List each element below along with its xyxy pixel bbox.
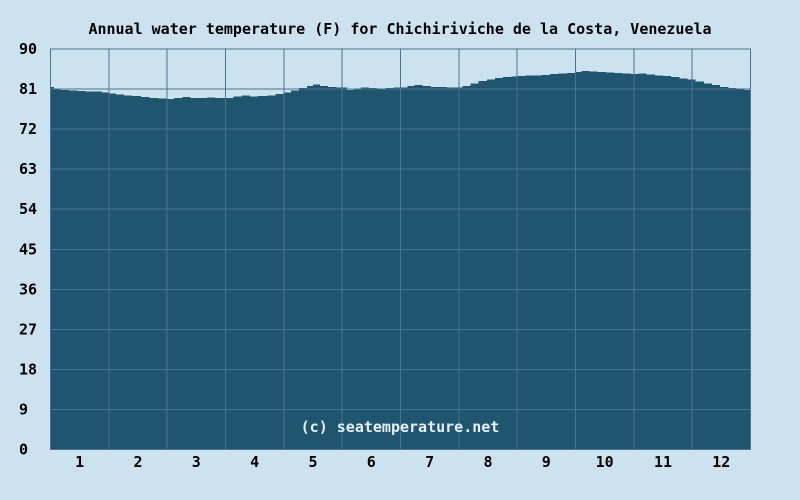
y-axis-labels: 0 9 18 27 36 45 54 63 72 81 90 <box>19 40 37 459</box>
chart-title: Annual water temperature (F) for Chichir… <box>88 20 711 38</box>
y-tick-label: 90 <box>19 40 37 58</box>
x-tick-label: 10 <box>596 453 614 471</box>
x-tick-label: 9 <box>542 453 551 471</box>
y-tick-label: 36 <box>19 280 37 298</box>
x-tick-label: 3 <box>192 453 201 471</box>
plot-border <box>50 48 751 450</box>
x-tick-label: 6 <box>367 453 376 471</box>
y-tick-label: 18 <box>19 360 37 378</box>
watermark: (c) seatemperature.net <box>301 418 500 436</box>
x-tick-label: 2 <box>133 453 142 471</box>
y-tick-label: 72 <box>19 120 37 138</box>
x-tick-label: 4 <box>250 453 259 471</box>
y-tick-label: 27 <box>19 320 37 338</box>
y-tick-label: 45 <box>19 240 37 258</box>
x-tick-label: 7 <box>425 453 434 471</box>
x-tick-label: 1 <box>75 453 84 471</box>
y-tick-label: 0 <box>19 441 28 459</box>
x-tick-label: 8 <box>483 453 492 471</box>
y-tick-label: 81 <box>19 80 37 98</box>
x-tick-label: 12 <box>712 453 730 471</box>
x-tick-label: 5 <box>308 453 317 471</box>
x-tick-label: 11 <box>654 453 672 471</box>
y-tick-label: 9 <box>19 400 28 418</box>
x-axis-labels: 1 2 3 4 5 6 7 8 9 10 11 12 <box>75 453 730 471</box>
y-tick-label: 63 <box>19 160 37 178</box>
y-tick-label: 54 <box>19 200 37 218</box>
